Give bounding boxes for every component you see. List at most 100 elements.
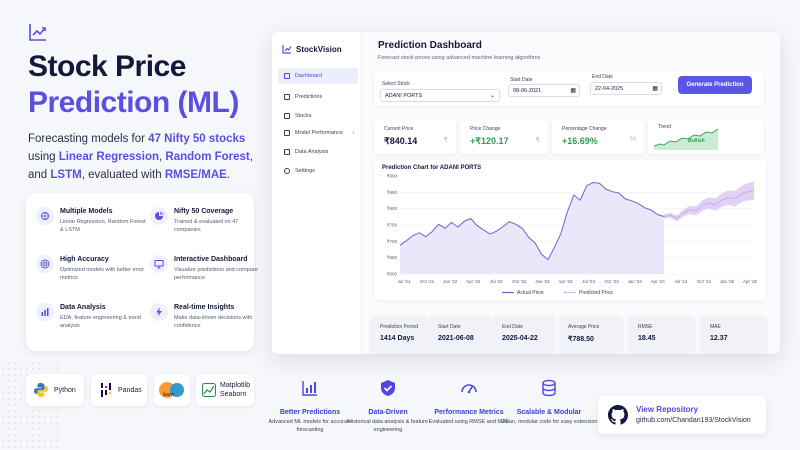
start-date-card: Start Date 2021-06-08: [430, 316, 490, 354]
percentage-change-value: +16.69%: [562, 136, 598, 146]
prediction-chart-card: Prediction Chart for ADANI PORTS ₹900 ₹85…: [374, 160, 766, 300]
logo-icon: [282, 45, 292, 54]
sidebar-item-stocks[interactable]: Stocks: [278, 108, 358, 124]
repository-url: github.com/Chandan193/StockVision: [636, 417, 751, 424]
scikit-learn-icon: [159, 382, 184, 398]
tech-badge-python: Python: [26, 374, 84, 406]
x-tick-label: Oct '23: [605, 279, 620, 284]
mae-card: MAE 12.37: [702, 316, 766, 354]
x-tick-label: Apr '23: [558, 279, 573, 284]
y-tick-label: ₹700: [387, 239, 398, 244]
prediction-period-card: Prediction Period 1414 Days: [372, 316, 426, 354]
analysis-icon: [284, 149, 290, 155]
features-panel: Multiple Models Linear Regression, Rando…: [26, 193, 258, 351]
x-tick-label: Oct '21: [420, 279, 435, 284]
sidebar-item-settings[interactable]: Settings: [278, 163, 358, 179]
stock-select[interactable]: ADANI PORTS ⌄: [380, 89, 500, 102]
current-price-card: Current Price ₹840.14 ₹: [374, 120, 456, 154]
chevron-down-icon: ⌄: [489, 93, 495, 99]
select-stock-label: Select Stock: [382, 81, 410, 87]
y-tick-label: ₹650: [387, 255, 398, 260]
actual-price-area: [400, 182, 664, 274]
pandas-icon: [101, 383, 111, 397]
brand: StockVision: [282, 44, 342, 54]
sidebar-item-model-performance[interactable]: Model Performance ›: [278, 125, 358, 141]
x-tick-label: Apr '24: [651, 279, 666, 284]
trend-sparkline: [654, 128, 718, 150]
benefit-item: Scalable & Modular Clean, modular code f…: [499, 378, 599, 426]
y-tick-label: ₹800: [387, 206, 398, 211]
y-tick-label: ₹900: [387, 174, 398, 179]
page-title: Prediction Dashboard: [378, 40, 482, 51]
x-tick-label: Jan '23: [535, 279, 550, 284]
dashboard-window: StockVision Dashboard Predictions Stocks…: [272, 32, 780, 354]
target-icon: [36, 255, 54, 273]
y-tick-label: ₹750: [387, 223, 398, 228]
grid-icon: [284, 73, 290, 79]
average-price-card: Average Price ₹788.50: [560, 316, 622, 354]
percent-icon: %: [629, 136, 636, 143]
calendar-icon: ▦: [652, 86, 658, 92]
chart-title: Prediction Chart for ADANI PORTS: [382, 165, 482, 171]
trend-card: Trend Bullish: [648, 120, 764, 154]
y-tick-label: ₹850: [387, 190, 398, 195]
x-tick-label: Jul '23: [582, 279, 595, 284]
x-tick-label: Jul '21: [398, 279, 411, 284]
hero-description: Forecasting models for 47 Nifty 50 stock…: [28, 133, 253, 181]
end-date-card: End Date 2025-04-22: [494, 316, 554, 354]
bar-chart-icon: [302, 381, 317, 396]
page-subtitle: Forecast stock prices using advanced mac…: [378, 55, 541, 61]
python-icon: [34, 383, 48, 397]
start-date-label: Start Date: [510, 77, 533, 83]
benefit-item: Performance Metrics Evaluated using RMSE…: [419, 378, 519, 426]
predicted-price-band: [663, 181, 754, 222]
benefit-item: Better Predictions Advanced ML models fo…: [260, 378, 360, 434]
tech-label-matplotlib: Matplotlib: [220, 382, 250, 389]
generate-prediction-button[interactable]: Generate Prediction: [678, 76, 752, 94]
tech-label-python: Python: [54, 386, 76, 394]
end-date-input[interactable]: 22-04-2025 ▦: [590, 82, 662, 95]
gauge-icon: [461, 384, 477, 394]
sidebar-item-data-analysis[interactable]: Data Analysis: [278, 144, 358, 160]
x-tick-label: Apr '25: [743, 279, 758, 284]
start-date-input[interactable]: 08-06-2021 ▦: [508, 84, 580, 97]
legend-label-actual: Actual Price: [517, 290, 544, 296]
brand-name: StockVision: [296, 44, 342, 54]
sidebar-item-predictions[interactable]: Predictions: [278, 89, 358, 105]
legend-label-predicted: Predicted Price: [579, 290, 613, 296]
current-price-value: ₹840.14: [384, 136, 418, 146]
x-tick-label: Jan '22: [443, 279, 458, 284]
trend-up-icon: [29, 24, 46, 41]
actual-price-line: [399, 181, 665, 261]
repository-title: View Repository: [636, 405, 699, 414]
chevron-right-icon: ›: [352, 130, 354, 136]
lightning-icon: [150, 303, 168, 321]
repository-link[interactable]: View Repository github.com/Chandan193/St…: [598, 396, 766, 434]
predicted-price-line: [663, 190, 755, 220]
gear-icon: [284, 168, 290, 174]
bar-chart-icon: [36, 303, 54, 321]
x-tick-label: Jan '25: [720, 279, 735, 284]
trend-icon: [284, 113, 290, 119]
rupee-icon: ₹: [535, 137, 540, 144]
shield-check-icon: [381, 380, 395, 396]
sidebar: StockVision Dashboard Predictions Stocks…: [272, 32, 362, 354]
price-change-card: Price Change +₹120.17 ₹: [460, 120, 548, 154]
x-tick-label: Oct '22: [512, 279, 527, 284]
main-content: Prediction Dashboard Forecast stock pric…: [372, 32, 772, 354]
database-icon: [542, 379, 556, 397]
tech-label-sklearn: learn: [163, 392, 175, 398]
brain-icon: [36, 207, 54, 225]
sidebar-item-dashboard[interactable]: Dashboard: [278, 68, 358, 84]
monitor-icon: [150, 255, 168, 273]
tech-badge-sklearn: learn: [154, 374, 190, 406]
rupee-icon: ₹: [443, 137, 448, 144]
rmse-card: RMSE 18.45: [630, 316, 694, 354]
pie-chart-icon: [150, 207, 168, 225]
x-tick-label: Jul '24: [674, 279, 687, 284]
x-tick-label: Jan '24: [627, 279, 642, 284]
benefit-item: Data-Driven Historical data analysis & f…: [338, 378, 438, 434]
calendar-icon: ▦: [570, 88, 576, 94]
matplotlib-icon: [202, 383, 216, 397]
tech-label-seaborn: Seaborn: [220, 391, 247, 398]
